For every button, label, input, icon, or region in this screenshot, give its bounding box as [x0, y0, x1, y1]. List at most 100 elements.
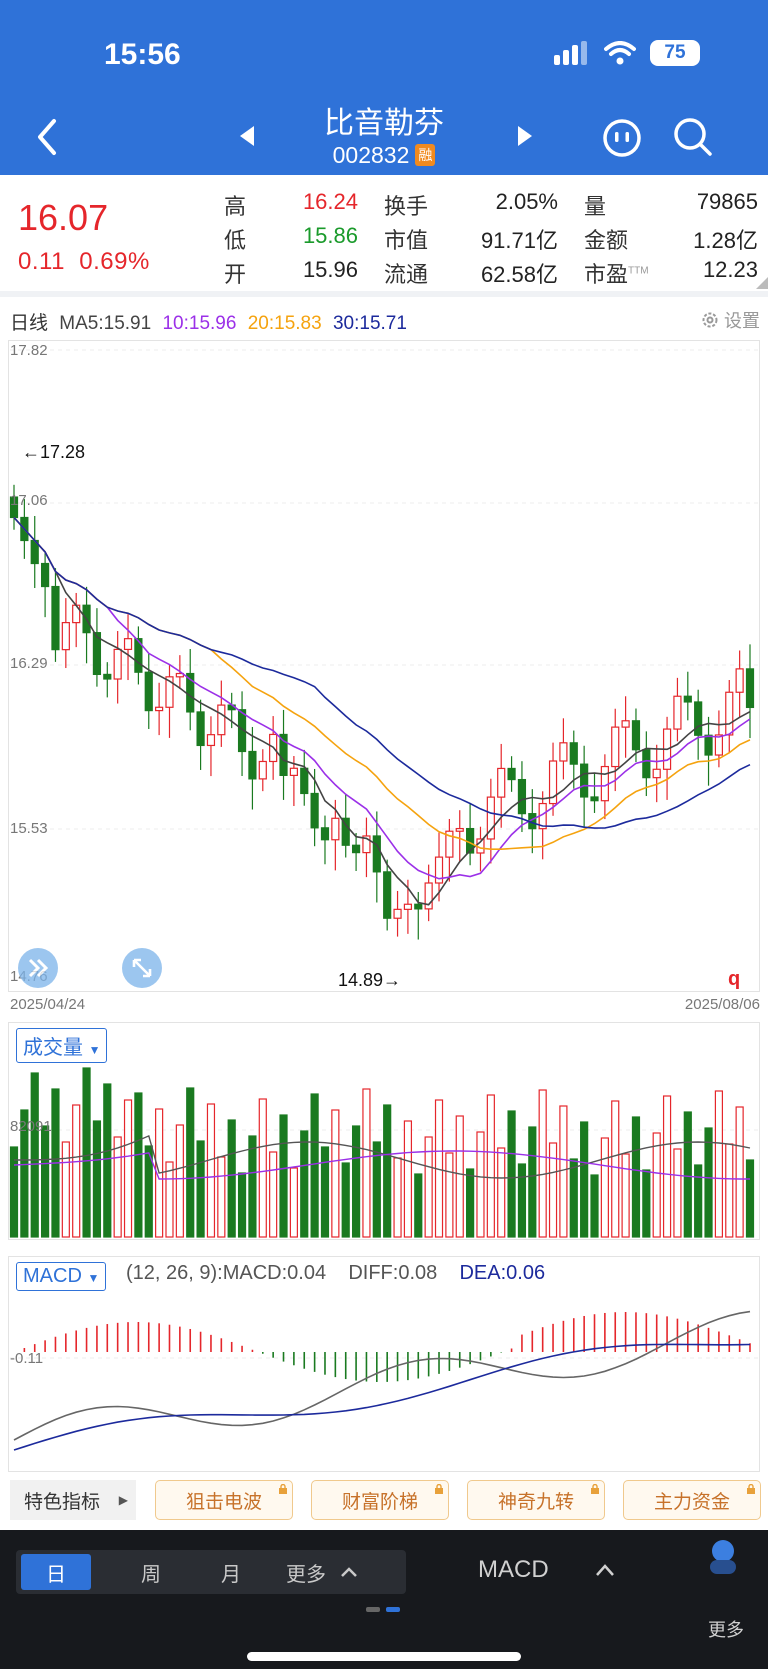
period-more-label: 更多 — [286, 1563, 326, 1586]
macd-values: (12, 26, 9):MACD:0.04 DIFF:0.08 DEA:0.06 — [126, 1262, 545, 1285]
chevron-up-icon — [341, 1567, 357, 1577]
low-label: 低 — [224, 228, 247, 253]
macd-params: (12, 26, 9):MACD:0.04 — [126, 1262, 327, 1284]
date-start: 2025/04/24 — [10, 996, 86, 1013]
indicator-label: MACD — [478, 1556, 549, 1583]
kline-panel[interactable] — [8, 340, 760, 992]
feature-button-4[interactable]: 主力资金 — [623, 1480, 761, 1520]
date-end: 2025/08/06 — [684, 996, 760, 1013]
battery-icon: 75 — [650, 40, 700, 66]
dropdown-icon: ▼ — [87, 1271, 100, 1285]
y-label-3: 16.29 — [10, 655, 48, 672]
low-marker: 14.89→ — [338, 970, 402, 990]
amount-value: 1.28亿 — [693, 228, 758, 253]
macd-y-label: -0.11 — [10, 1350, 44, 1367]
feature-button-3[interactable]: 神奇九转 — [467, 1480, 605, 1520]
ma20-value: 20:15.83 — [247, 313, 322, 334]
feature-button-label: 财富阶梯 — [341, 1491, 418, 1513]
ma10-value: 10:15.96 — [162, 313, 237, 334]
feature-button-2[interactable]: 财富阶梯 — [311, 1480, 449, 1520]
period-week[interactable]: 周 — [141, 1563, 161, 1586]
float-cap-value: 62.58亿 — [480, 262, 558, 287]
market-cap-label: 市值 — [384, 228, 429, 253]
status-icons: 75 — [554, 40, 700, 66]
change-value: 0.11 — [18, 248, 65, 275]
prev-stock-icon[interactable] — [234, 122, 260, 150]
y-label-2: 17.06 — [10, 492, 48, 509]
low-value: 15.86 — [302, 223, 358, 248]
assistant-icon[interactable] — [602, 118, 642, 158]
pe-value: 12.23 — [702, 257, 758, 282]
macd-selector[interactable]: MACD ▼ — [16, 1262, 107, 1291]
lock-icon — [591, 1484, 599, 1494]
next-stock-icon[interactable] — [512, 122, 538, 150]
turnover-label: 换手 — [384, 194, 429, 219]
settings-button[interactable]: 设置 — [700, 307, 760, 333]
open-label: 开 — [224, 262, 247, 287]
wifi-icon — [604, 41, 636, 65]
margin-badge: 融 — [415, 144, 436, 166]
y-label-top: 17.82 — [10, 342, 48, 359]
more-label[interactable]: 更多 — [708, 1620, 744, 1640]
feature-button-label: 主力资金 — [653, 1491, 730, 1513]
settings-label: 设置 — [724, 311, 760, 331]
expand-icon — [132, 958, 152, 978]
home-indicator — [247, 1652, 521, 1661]
volume-y-label: 82091 — [10, 1118, 52, 1135]
high-value: 16.24 — [302, 189, 358, 214]
amount-label: 金额 — [584, 228, 629, 253]
gear-icon — [702, 312, 718, 328]
period-more[interactable]: 更多 — [286, 1550, 386, 1594]
market-cap-value: 91.71亿 — [480, 228, 558, 253]
ma30-value: 30:15.71 — [332, 313, 407, 334]
period-month[interactable]: 月 — [221, 1563, 241, 1586]
chevron-up-icon — [596, 1564, 615, 1576]
turnover-value: 2.05% — [495, 189, 558, 214]
back-icon[interactable] — [30, 115, 66, 159]
ma5-value: MA5:15.91 — [59, 313, 152, 334]
pe-label-text: 市盈 — [584, 262, 629, 287]
macd-diff: DIFF:0.08 — [348, 1262, 438, 1284]
y-label-4: 15.53 — [10, 820, 48, 837]
stock-name: 比音勒芬 — [324, 107, 444, 140]
quote-panel: 16.07 0.11 0.69% 高 16.24 换手 2.05% 量 7986… — [0, 175, 768, 297]
corner-marker: q — [728, 968, 741, 990]
period-day[interactable]: 日 — [21, 1554, 91, 1590]
more-icon[interactable] — [712, 1540, 734, 1562]
feature-button-label: 狙击电波 — [185, 1491, 262, 1513]
feature-button-1[interactable]: 狙击电波 — [155, 1480, 293, 1520]
pe-label: 市盈TTM — [584, 257, 649, 289]
signal-icon — [554, 41, 587, 65]
expand-corner-icon[interactable] — [756, 277, 768, 289]
status-time: 15:56 — [104, 38, 181, 71]
volume-label: 量 — [584, 194, 607, 219]
fast-forward-button[interactable] — [18, 948, 58, 988]
macd-panel — [8, 1256, 760, 1472]
price-change: 0.11 0.69% — [18, 248, 150, 276]
search-icon[interactable] — [672, 116, 714, 158]
period-selector: 日 周 月 更多 — [16, 1550, 406, 1594]
macd-selector-label: MACD — [23, 1265, 82, 1287]
lock-icon — [435, 1484, 443, 1494]
volume-value: 79865 — [696, 189, 758, 214]
feature-indicator-tab[interactable]: 特色指标 ▶ — [10, 1480, 136, 1520]
volume-panel — [8, 1022, 760, 1240]
bottom-bar: 日 周 月 更多 MACD 更多 — [0, 1530, 768, 1669]
period-label: 日线 — [10, 313, 49, 334]
indicator-selector[interactable]: MACD — [478, 1556, 615, 1584]
fast-forward-icon — [28, 958, 49, 978]
stock-code-row: 002832 融 — [0, 142, 768, 169]
lock-icon — [747, 1484, 755, 1494]
feature-button-label: 神奇九转 — [497, 1491, 574, 1513]
top-bar: 15:56 75 比音勒芬 002832 融 — [0, 0, 768, 175]
more-icon-base — [710, 1560, 736, 1574]
high-label: 高 — [224, 194, 247, 219]
macd-dea: DEA:0.06 — [459, 1262, 546, 1284]
caret-right-icon: ▶ — [118, 1493, 128, 1507]
volume-selector[interactable]: 成交量 ▼ — [16, 1028, 108, 1063]
fullscreen-button[interactable] — [122, 948, 162, 988]
float-cap-label: 流通 — [384, 262, 429, 287]
stock-code: 002832 — [332, 142, 410, 168]
page-dot-2 — [386, 1607, 400, 1612]
